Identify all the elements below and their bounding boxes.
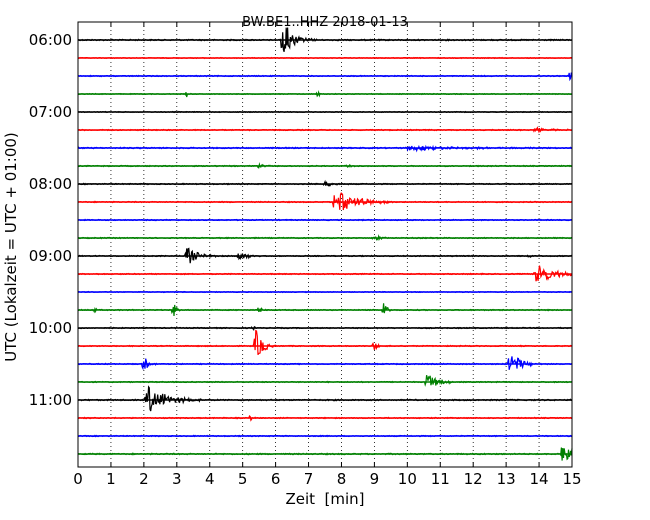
- x-tick-label: 4: [205, 470, 215, 488]
- y-tick-label: 09:00: [29, 247, 72, 265]
- x-tick-label: 8: [337, 470, 347, 488]
- x-tick-label: 15: [562, 470, 581, 488]
- plot-frame: [77, 21, 573, 468]
- y-tick-label: 08:00: [29, 175, 72, 193]
- x-tick-label: 2: [139, 470, 149, 488]
- y-tick-label: 06:00: [29, 31, 72, 49]
- x-tick-label: 0: [73, 470, 83, 488]
- x-tick-label: 11: [431, 470, 450, 488]
- y-tick-label: 07:00: [29, 103, 72, 121]
- x-tick-label: 1: [106, 470, 116, 488]
- x-tick-label: 3: [172, 470, 182, 488]
- x-tick-label: 13: [497, 470, 516, 488]
- y-axis: 06:00 07:00 08:00 09:00 10:00 11:00: [29, 31, 572, 409]
- x-tick-label: 9: [370, 470, 380, 488]
- x-tick-label: 12: [464, 470, 483, 488]
- x-tick-label: 6: [271, 470, 281, 488]
- x-axis: 0 1 2 3 4 5 6 7 8 9 10 11 12 13 14 15: [73, 22, 582, 488]
- x-tick-label: 14: [530, 470, 549, 488]
- trace-row-18: [77, 356, 573, 371]
- y-tick-label: 11:00: [29, 391, 72, 409]
- trace-row-20: [77, 385, 573, 412]
- trace-group: [77, 27, 573, 461]
- trace-row-17: [77, 329, 572, 356]
- y-axis-label: UTC (Lokalzeit = UTC + 01:00): [2, 132, 20, 362]
- x-tick-label: 5: [238, 470, 248, 488]
- y-tick-label: 10:00: [29, 319, 72, 337]
- trace-row-19: [77, 375, 572, 387]
- x-tick-label: 10: [398, 470, 417, 488]
- x-tick-label: 7: [304, 470, 314, 488]
- x-axis-label: Zeit [min]: [285, 490, 364, 508]
